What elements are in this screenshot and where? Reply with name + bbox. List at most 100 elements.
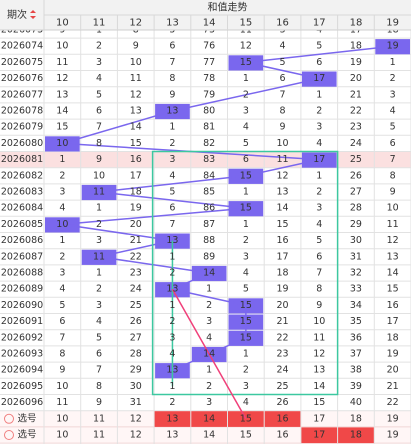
picked-cell[interactable] <box>338 427 374 444</box>
hit-value: 15 <box>240 57 252 68</box>
miss-value: 3 <box>243 251 249 262</box>
miss-value: 14 <box>387 268 399 279</box>
hit-value: 15 <box>240 170 252 181</box>
select-number[interactable]: 19 <box>387 413 399 424</box>
miss-value: 20 <box>387 365 399 376</box>
miss-value: 6 <box>169 203 175 214</box>
miss-value: 6 <box>243 154 249 165</box>
miss-value: 18 <box>350 41 362 52</box>
select-number[interactable]: 14 <box>203 430 215 441</box>
select-number[interactable]: 13 <box>166 413 178 424</box>
miss-value: 10 <box>277 138 289 149</box>
miss-value: 7 <box>169 57 175 68</box>
miss-value: 16 <box>387 300 399 311</box>
row-bg <box>0 232 411 249</box>
select-number[interactable]: 13 <box>166 430 178 441</box>
select-label: 选号 <box>17 429 36 441</box>
select-number[interactable]: 18 <box>350 430 362 441</box>
miss-value: 1 <box>243 219 249 230</box>
annotation-line <box>171 288 247 420</box>
select-number[interactable]: 16 <box>277 430 289 441</box>
miss-value: 29 <box>350 219 362 230</box>
miss-value: 20 <box>130 219 142 230</box>
miss-value: 22 <box>387 397 399 408</box>
issue: 2026079 <box>1 122 43 133</box>
miss-value: 83 <box>203 154 215 165</box>
select-number[interactable]: 10 <box>56 430 68 441</box>
select-number[interactable]: 11 <box>93 413 105 424</box>
picked-cell[interactable] <box>191 411 227 427</box>
miss-value: 9 <box>169 89 175 100</box>
miss-value: 14 <box>56 106 68 117</box>
miss-value: 12 <box>56 73 68 84</box>
select-number[interactable]: 12 <box>130 413 142 424</box>
select-number[interactable]: 17 <box>313 413 325 424</box>
select-number[interactable]: 15 <box>240 430 252 441</box>
select-number[interactable]: 17 <box>313 430 325 441</box>
miss-value: 28 <box>130 349 142 360</box>
miss-value: 4 <box>316 138 322 149</box>
picked-cell[interactable] <box>264 411 301 427</box>
miss-value: 6 <box>316 57 322 68</box>
sort-down-icon[interactable] <box>30 16 36 19</box>
miss-value: 19 <box>277 284 289 295</box>
miss-value: 6 <box>59 316 65 327</box>
hit-value: 14 <box>203 349 215 360</box>
miss-value: 11 <box>387 219 399 230</box>
miss-value: 1 <box>59 235 65 246</box>
miss-value: 84 <box>203 170 215 181</box>
miss-value: 3 <box>243 381 249 392</box>
hit-value: 10 <box>56 219 68 230</box>
miss-value: 86 <box>203 203 215 214</box>
miss-value: 7 <box>280 89 286 100</box>
miss-value: 7 <box>96 122 102 133</box>
miss-value: 10 <box>387 203 399 214</box>
issue: 2026094 <box>1 365 43 376</box>
column-label: 12 <box>129 18 142 29</box>
issue: 2026082 <box>1 170 43 181</box>
row-bg <box>0 281 411 298</box>
picked-cell[interactable] <box>228 411 264 427</box>
miss-value: 1 <box>96 268 102 279</box>
miss-value: 7 <box>169 219 175 230</box>
select-number[interactable]: 10 <box>56 413 68 424</box>
miss-value: 38 <box>350 365 362 376</box>
miss-value: 25 <box>350 154 362 165</box>
miss-value: 10 <box>56 381 68 392</box>
issue-header[interactable]: 期次 <box>7 8 27 21</box>
miss-value: 24 <box>277 365 289 376</box>
select-number[interactable]: 12 <box>130 430 142 441</box>
miss-value: 1 <box>59 154 65 165</box>
miss-value: 4 <box>280 41 286 52</box>
miss-value: 4 <box>169 170 175 181</box>
picked-cell[interactable] <box>301 427 338 444</box>
miss-value: 3 <box>59 268 65 279</box>
select-number[interactable]: 14 <box>203 413 215 424</box>
miss-value: 5 <box>316 235 322 246</box>
miss-value: 2 <box>243 89 249 100</box>
miss-value: 3 <box>390 89 396 100</box>
miss-value: 15 <box>387 284 399 295</box>
select-number[interactable]: 11 <box>93 430 105 441</box>
miss-value: 2 <box>206 300 212 311</box>
miss-value: 10 <box>56 41 68 52</box>
issue: 2026090 <box>1 300 43 311</box>
miss-value: 26 <box>130 316 142 327</box>
hit-value: 10 <box>56 138 68 149</box>
miss-value: 3 <box>316 203 322 214</box>
group-title: 和值走势 <box>208 1 248 14</box>
miss-value: 2 <box>169 316 175 327</box>
picked-cell[interactable] <box>154 411 191 427</box>
issue: 2026074 <box>1 41 43 52</box>
select-number[interactable]: 18 <box>350 413 362 424</box>
miss-value: 11 <box>277 154 289 165</box>
issue: 2026096 <box>1 397 43 408</box>
issue: 2026076 <box>1 73 43 84</box>
miss-value: 1 <box>243 349 249 360</box>
miss-value: 18 <box>387 332 399 343</box>
sort-up-icon[interactable] <box>30 10 36 13</box>
issue: 2026095 <box>1 381 43 392</box>
select-number[interactable]: 19 <box>387 430 399 441</box>
select-number[interactable]: 16 <box>277 413 289 424</box>
select-number[interactable]: 15 <box>240 413 252 424</box>
